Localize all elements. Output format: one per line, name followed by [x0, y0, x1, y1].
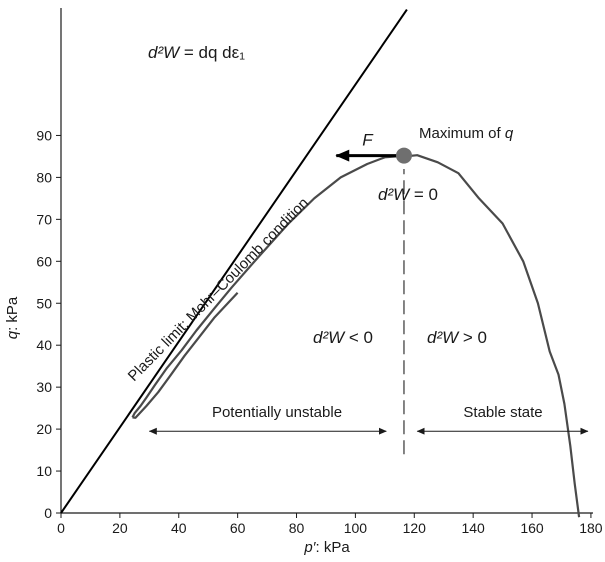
- positive-work-label: d²W > 0: [427, 328, 487, 347]
- y-axis-unit: : kPa: [4, 296, 21, 331]
- plastic-limit-label: Plastic limit: Mohr–Coulomb condition: [125, 194, 312, 384]
- maximum-prefix: Maximum of: [419, 125, 505, 142]
- plot-area: F: [60, 9, 589, 518]
- stress-path-lower-branch: [132, 292, 239, 419]
- zero-work-rhs: = 0: [409, 185, 438, 204]
- x-tick-label: 20: [112, 520, 128, 536]
- y-tick-label: 0: [44, 505, 52, 521]
- x-axis-variable: p′: [303, 539, 316, 556]
- y-axis-title: q: kPa: [4, 296, 21, 339]
- x-ticks: 0 20 40 60 80 100 120 140 160 180: [57, 513, 603, 536]
- y-tick-label: 30: [36, 379, 52, 395]
- stable-state-label: Stable state: [463, 404, 542, 421]
- y-tick-label: 40: [36, 337, 52, 353]
- y-tick-label: 10: [36, 463, 52, 479]
- zero-work-label: d²W = 0: [378, 185, 438, 204]
- maximum-variable: q: [505, 125, 514, 142]
- positive-work-lhs: d²W: [427, 328, 460, 347]
- y-ticks: 0 10 20 30 40 50 60 70 80 90: [36, 127, 61, 521]
- positive-work-rhs: > 0: [458, 328, 487, 347]
- x-axis-unit: : kPa: [315, 539, 350, 556]
- potentially-unstable-label: Potentially unstable: [212, 404, 342, 421]
- svg-text:p′: kPa: p′: kPa: [303, 539, 350, 556]
- peak-marker: [395, 147, 412, 164]
- force-label: F: [362, 131, 374, 150]
- x-axis-title: p′: kPa: [303, 539, 350, 556]
- x-tick-label: 40: [171, 520, 187, 536]
- axes: [60, 8, 593, 514]
- y-axis-variable: q: [4, 330, 21, 339]
- stress-path-curve: [131, 154, 581, 518]
- x-tick-label: 160: [520, 520, 544, 536]
- work-equation-rhs: = dq dε₁: [179, 43, 245, 62]
- y-tick-label: 80: [36, 169, 52, 185]
- negative-work-lhs: d²W: [313, 328, 346, 347]
- y-tick-label: 50: [36, 295, 52, 311]
- x-tick-label: 140: [461, 520, 485, 536]
- y-tick-label: 60: [36, 253, 52, 269]
- x-tick-label: 120: [403, 520, 427, 536]
- x-tick-label: 180: [579, 520, 603, 536]
- work-equation-label: d²W = dq dε₁: [148, 43, 245, 62]
- x-tick-label: 60: [230, 520, 246, 536]
- x-tick-label: 100: [344, 520, 368, 536]
- y-tick-label: 70: [36, 211, 52, 227]
- zero-work-lhs: d²W: [378, 185, 411, 204]
- negative-work-label: d²W < 0: [313, 328, 373, 347]
- work-equation-lhs: d²W: [148, 43, 181, 62]
- y-tick-label: 20: [36, 421, 52, 437]
- svg-text:q: kPa: q: kPa: [4, 296, 21, 339]
- x-tick-label: 0: [57, 520, 65, 536]
- y-tick-label: 90: [36, 127, 52, 143]
- x-tick-label: 80: [289, 520, 305, 536]
- mohr-coulomb-line: [60, 9, 408, 514]
- annotations: d²W = dq dε₁ Maximum of q d²W = 0 d²W < …: [125, 43, 543, 421]
- negative-work-rhs: < 0: [344, 328, 373, 347]
- maximum-of-q-label: Maximum of q: [419, 125, 514, 142]
